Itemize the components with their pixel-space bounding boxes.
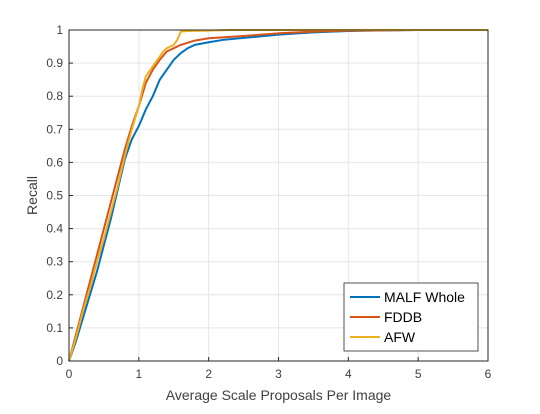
x-tick-label: 1 (135, 367, 142, 381)
series-line-afw (68, 29, 488, 362)
x-tick-label: 0 (66, 367, 73, 381)
y-tick-label: 1 (56, 23, 63, 37)
x-axis-ticks: 0 1 2 3 4 5 6 (66, 357, 492, 381)
y-tick-label: 0.3 (46, 255, 63, 269)
x-tick-label: 4 (345, 367, 352, 381)
series-line-fddb (68, 29, 488, 362)
y-axis-ticks: 0 0.1 0.2 0.3 0.4 0.5 0.6 0.7 0.8 0.9 1 (46, 23, 73, 368)
y-tick-label: 0.8 (46, 89, 63, 103)
legend-label-afw: AFW (384, 329, 416, 345)
legend-label-malf-whole: MALF Whole (384, 289, 465, 305)
x-tick-label: 3 (275, 367, 282, 381)
y-tick-label: 0.4 (46, 222, 63, 236)
x-tick-label: 5 (415, 367, 422, 381)
y-tick-label: 0 (56, 354, 63, 368)
y-tick-label: 0.9 (46, 56, 63, 70)
y-tick-label: 0.1 (46, 321, 63, 335)
legend-label-fddb: FDDB (384, 309, 422, 325)
series-lines (68, 29, 488, 362)
x-tick-label: 2 (205, 367, 212, 381)
x-tick-label: 6 (485, 367, 492, 381)
y-tick-label: 0.7 (46, 122, 63, 136)
y-tick-label: 0.5 (46, 189, 63, 203)
x-axis-label: Average Scale Proposals Per Image (166, 387, 392, 403)
y-axis-label: Recall (24, 176, 40, 215)
y-tick-label: 0.2 (46, 288, 63, 302)
legend: MALF Whole FDDB AFW (343, 282, 479, 352)
y-tick-label: 0.6 (46, 155, 63, 169)
